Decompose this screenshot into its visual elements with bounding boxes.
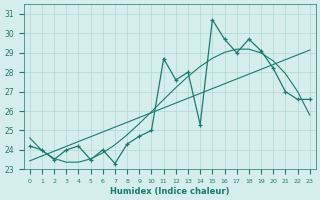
X-axis label: Humidex (Indice chaleur): Humidex (Indice chaleur) (110, 187, 229, 196)
